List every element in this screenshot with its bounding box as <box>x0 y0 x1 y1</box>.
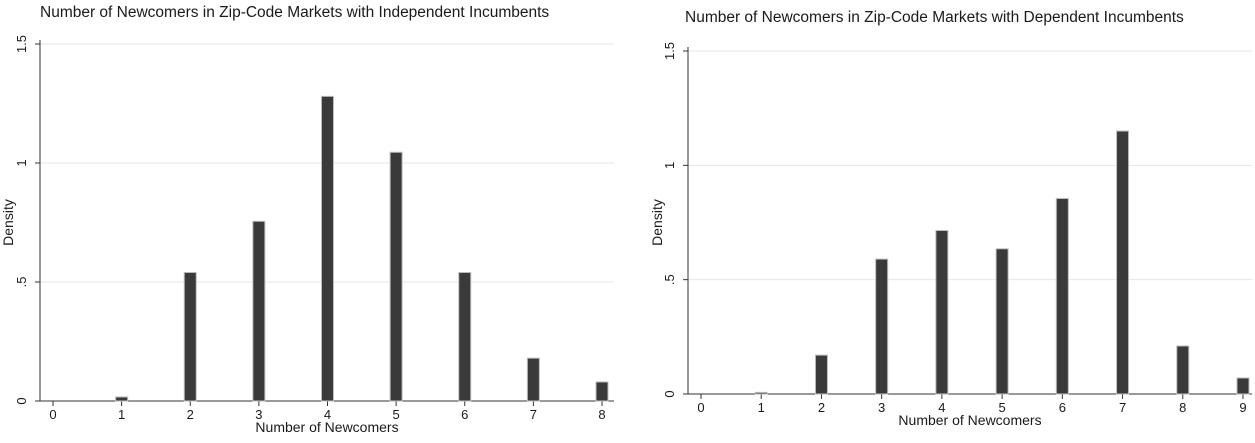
chart-svg-dependent: 0 .5 1 1.5 0 1 2 3 4 5 6 7 8 9 Number of Newcomers Dens… <box>649 42 1252 428</box>
y-tick-label: 1 <box>662 162 677 169</box>
chart-panel-independent: Number of Newcomers in Zip-Code Markets … <box>0 0 625 443</box>
bar <box>814 354 828 395</box>
bar <box>1176 345 1190 395</box>
x-tick-label: 3 <box>255 407 262 422</box>
bar <box>754 391 768 395</box>
x-tick-label: 1 <box>118 407 125 422</box>
x-tick-label: 0 <box>697 400 704 415</box>
y-tick-label: 0 <box>662 390 677 397</box>
bar <box>458 271 472 402</box>
chart-svg-independent: 0 .5 1 1.5 0 1 2 3 4 5 6 7 8 Number of Newcomers Densi… <box>0 35 614 435</box>
bar <box>1236 377 1250 395</box>
bar <box>1055 197 1069 395</box>
y-tick-label: 1.5 <box>662 42 677 60</box>
y-axis-title: Density <box>0 199 16 246</box>
y-tick-label: 0 <box>14 397 29 404</box>
x-tick-label: 5 <box>393 407 400 422</box>
y-axis-title: Density <box>649 199 665 246</box>
chart-title: Number of Newcomers in Zip-Code Markets … <box>40 4 550 21</box>
x-tick-label: 2 <box>187 407 194 422</box>
x-tick-label: 5 <box>998 400 1005 415</box>
x-tick-label: 8 <box>1179 400 1186 415</box>
x-tick-label: 8 <box>598 407 605 422</box>
x-axis-title: Number of Newcomers <box>898 412 1041 428</box>
x-tick-label: 6 <box>461 407 468 422</box>
x-tick-label: 1 <box>758 400 765 415</box>
bar <box>595 381 609 402</box>
bar <box>526 357 540 402</box>
y-tick-label: 1.5 <box>14 35 29 53</box>
bar <box>1116 130 1130 395</box>
y-tick-label: .5 <box>14 277 29 288</box>
x-tick-label: 6 <box>1059 400 1066 415</box>
bar <box>995 248 1009 395</box>
bar <box>183 271 197 402</box>
y-tick-label: 1 <box>14 159 29 166</box>
bar <box>252 220 266 402</box>
bar <box>935 230 949 395</box>
chart-panel-dependent: Number of Newcomers in Zip-Code Markets … <box>645 0 1255 443</box>
chart-title: Number of Newcomers in Zip-Code Markets … <box>685 9 1184 26</box>
x-tick-label: 4 <box>938 400 945 415</box>
bar <box>321 95 334 402</box>
x-axis-title: Number of Newcomers <box>255 419 398 435</box>
x-tick-label: 0 <box>49 407 56 422</box>
x-tick-label: 2 <box>818 400 825 415</box>
bar <box>389 151 403 402</box>
bar <box>115 396 129 402</box>
y-tick-label: .5 <box>662 274 677 285</box>
bar <box>875 258 889 395</box>
x-tick-label: 3 <box>878 400 885 415</box>
x-tick-label: 7 <box>530 407 537 422</box>
x-tick-label: 4 <box>324 407 331 422</box>
x-tick-label: 7 <box>1119 400 1126 415</box>
x-tick-label: 9 <box>1239 400 1246 415</box>
